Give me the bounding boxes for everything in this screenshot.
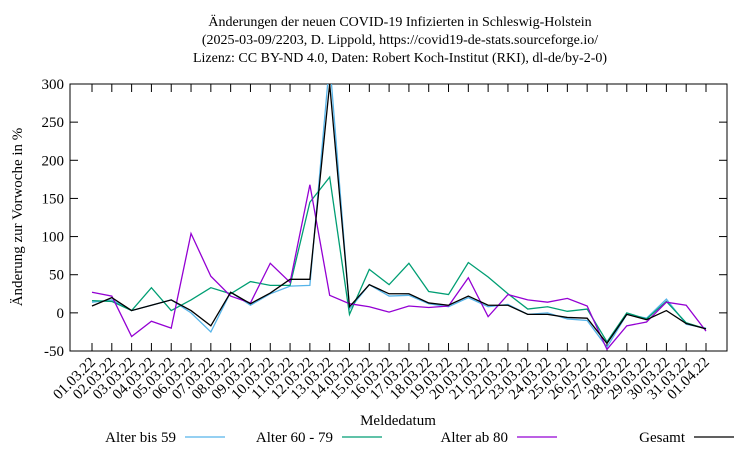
y-tick-label: 100: [42, 230, 65, 246]
chart-title: Änderungen der neuen COVID-19 Infizierte…: [208, 13, 591, 30]
chart-subtitle: Lizenz: CC BY-ND 4.0, Daten: Robert Koch…: [193, 51, 607, 66]
y-tick-label: 200: [42, 153, 65, 169]
y-axis-label: Änderung zur Vorwoche in %: [9, 128, 26, 307]
series-line: [91, 175, 707, 344]
y-tick-label: -50: [44, 344, 64, 360]
y-tick-label: 50: [49, 268, 64, 284]
y-tick-label: 0: [57, 306, 65, 322]
plot-lines: [91, 84, 707, 351]
series-line: [91, 84, 707, 345]
chart-subtitle: (2025-03-09/2203, D. Lippold, https://co…: [202, 33, 598, 48]
y-tick-label: 150: [42, 191, 65, 207]
legend-label: Alter 60 - 79: [256, 430, 333, 446]
legend-label: Alter ab 80: [441, 430, 508, 446]
legend-label: Alter bis 59: [105, 430, 176, 446]
series-line: [91, 184, 707, 351]
x-axis-label: Meldedatum: [360, 413, 436, 429]
plot-frame: [69, 83, 728, 352]
y-tick-label: 300: [42, 77, 65, 93]
legend-label: Gesamt: [639, 430, 686, 446]
y-tick-label: 250: [42, 115, 65, 131]
